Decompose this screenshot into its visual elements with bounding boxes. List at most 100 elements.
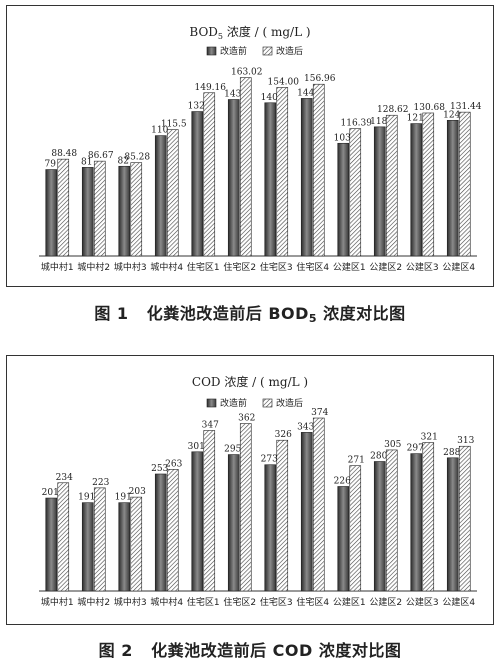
bar-before [337,142,350,257]
bar-before [118,502,131,592]
bar-after [312,83,325,257]
bar-before [300,432,313,592]
data-label-after: 313 [457,436,474,446]
bar-after [349,465,362,592]
chart-title: COD 浓度 / ( mg/L ) [192,374,308,389]
figure-1-title-suffix: 浓度对比图 [317,304,406,323]
x-tick-label: 住宅区4 [296,261,329,273]
figure-2-number: 图 2 [98,641,133,660]
data-label-before: 201 [42,488,59,498]
data-label-after: 128.62 [377,105,409,115]
bar-before [81,502,94,592]
data-label-before: 79 [45,160,57,170]
bar-after [239,423,252,592]
legend-label-before: 改造前 [220,397,247,409]
x-tick-label: 城中村1 [41,261,74,273]
bar-after [166,129,179,257]
bar-after [130,496,143,592]
data-label-before: 253 [151,464,168,474]
bar-before [154,473,167,592]
bar-after [385,449,398,592]
bar-before [191,111,204,257]
data-label-after: 86.67 [88,151,114,161]
figure-2-title: 化粪池改造前后 COD 浓度对比图 [151,641,402,660]
legend-swatch-after [262,398,273,408]
data-label-after: 263 [165,459,182,469]
data-label-after: 116.39 [341,119,373,129]
data-label-before: 124 [443,110,460,120]
data-label-before: 118 [370,117,387,127]
bar-before [264,464,277,592]
x-tick-label: 城中村1 [41,596,74,608]
data-label-before: 144 [297,88,314,98]
data-label-before: 273 [261,455,278,465]
bar-after [166,469,179,592]
bar-before [410,453,423,592]
bar-before [446,119,459,257]
bod-chart-panel: BOD5 浓度 / ( mg/L ) 改造前 改造后 79 88.48 城中村1 81 86.… [6,5,494,287]
bar-after [57,158,70,257]
data-label-before: 191 [78,493,95,503]
figure-1-caption: 图 1 化粪池改造前后 BOD5 浓度对比图 [0,300,500,325]
cod-chart: COD 浓度 / ( mg/L ) 改造前 改造后 201 234 城中村1 191 223 城… [39,374,477,608]
data-label-after: 88.48 [51,149,77,159]
data-label-after: 321 [421,433,438,443]
x-tick-label: 公建区3 [406,261,439,273]
data-label-after: 223 [92,478,109,488]
bar-after [385,114,398,257]
data-label-before: 191 [115,493,132,503]
bar-before [118,165,131,257]
data-label-before: 288 [443,448,460,458]
data-label-before: 297 [407,444,424,454]
data-label-before: 301 [188,442,205,452]
x-tick-label: 住宅区2 [223,596,256,608]
bar-after [276,439,289,592]
legend-label-after: 改造后 [276,397,303,409]
data-label-before: 280 [370,452,387,462]
bar-before [373,126,386,257]
bar-after [422,442,435,592]
bar-before [45,169,58,257]
x-tick-label: 住宅区3 [260,596,293,608]
data-label-before: 121 [407,114,424,124]
x-tick-label: 城中村3 [114,261,147,273]
bar-after [93,487,106,592]
data-label-before: 82 [118,156,129,166]
data-label-after: 271 [348,456,365,466]
x-tick-label: 公建区2 [369,261,402,273]
x-tick-label: 住宅区4 [296,596,329,608]
data-label-before: 132 [188,102,205,112]
bar-before [45,497,58,592]
data-label-after: 234 [56,473,73,483]
bar-after [349,128,362,257]
x-tick-label: 住宅区1 [187,596,220,608]
figure-1-title: 化粪池改造前后 BOD [146,304,309,323]
data-label-after: 374 [311,408,328,418]
bar-after [130,162,143,257]
data-label-before: 110 [151,126,168,136]
bar-after [57,482,70,592]
x-tick-label: 公建区3 [406,596,439,608]
x-tick-label: 城中村3 [114,596,147,608]
x-tick-label: 公建区4 [442,596,475,608]
bar-after [458,445,471,592]
legend-label-after: 改造后 [276,45,303,57]
bar-before [227,454,240,592]
data-label-after: 203 [129,487,146,497]
legend-swatch-after [262,46,273,56]
data-label-after: 85.28 [124,153,150,163]
bar-after [203,92,216,257]
bar-before [300,98,313,257]
bar-before [337,486,350,592]
x-tick-label: 城中村4 [150,596,183,608]
x-tick-label: 公建区1 [333,261,366,273]
bar-before [410,123,423,257]
bar-before [81,167,94,257]
data-label-before: 140 [261,93,278,103]
figure-1-title-subscript: 5 [308,312,318,325]
bar-after [422,112,435,257]
x-tick-label: 住宅区1 [187,261,220,273]
legend-swatch-before [206,46,217,56]
cod-chart-panel: COD 浓度 / ( mg/L ) 改造前 改造后 201 234 城中村1 191 223 城… [6,355,494,625]
